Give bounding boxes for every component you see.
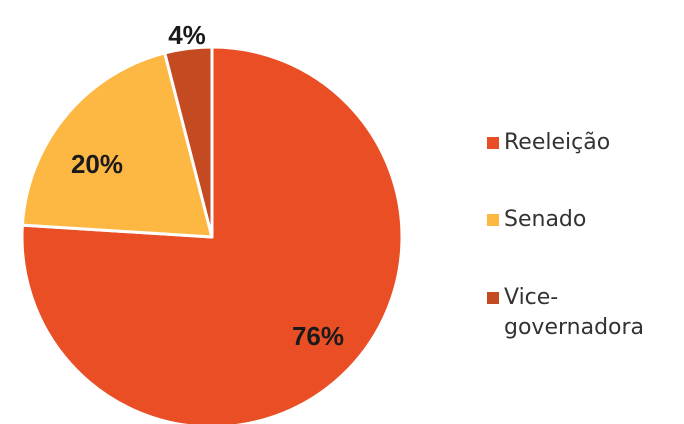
legend-label-1: Senado [504,207,586,232]
legend-label-0: Reeleição [504,130,610,155]
slice-label-2: 4% [168,20,206,50]
legend-swatch-0 [487,137,499,149]
slice-label-0: 76% [292,321,344,351]
slice-labels: 76% 20% 4% [71,20,344,351]
legend-label-line: governadora [504,315,644,340]
pie-slice-senado [20,51,214,239]
legend-label-line: Reeleição [504,130,610,155]
legend-swatch-2 [487,292,499,304]
pie-slices [20,45,404,424]
pie-slice-vice-governadora [163,45,214,239]
legend-swatch-1 [487,214,499,226]
legend-label-line: Vice- [504,285,558,310]
slice-label-1: 20% [71,149,123,179]
legend-label-line: Senado [504,207,586,232]
legend-label-2: Vice-governadora [504,285,644,340]
legend: Reeleição Senado Vice-governadora [487,130,644,340]
